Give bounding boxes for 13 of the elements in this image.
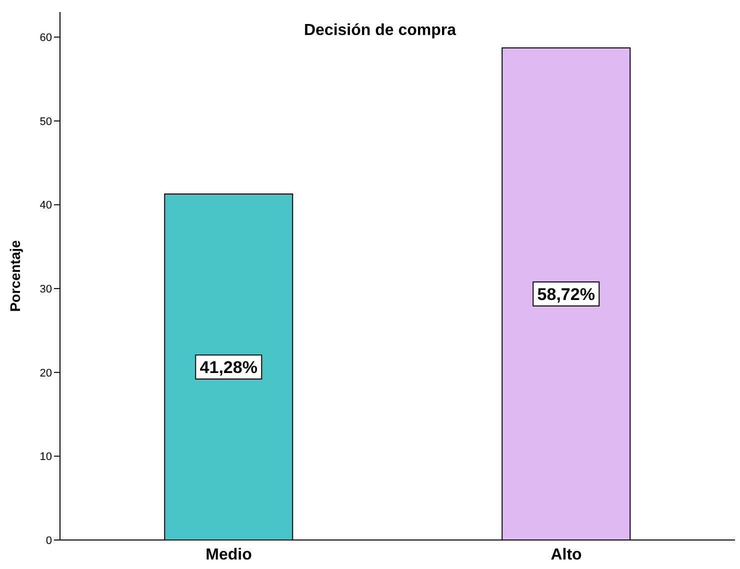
y-tick-label: 0 [46, 534, 52, 547]
y-tick-label: 30 [40, 283, 52, 296]
y-tick-label: 60 [40, 32, 52, 44]
y-tick-label: 40 [40, 200, 52, 212]
text: Decisión de compra [302, 22, 458, 40]
data-label: 58,72% [537, 284, 595, 304]
y-tick-label: 10 [40, 451, 52, 464]
y-tick-label: 50 [40, 116, 52, 128]
data-label: 41,28% [200, 358, 258, 378]
y-tick-label: 20 [40, 367, 52, 380]
y-axis-title: Porcentaje [6, 240, 23, 312]
x-tick-label: Medio [206, 546, 252, 564]
x-tick-label: Alto [550, 546, 582, 564]
